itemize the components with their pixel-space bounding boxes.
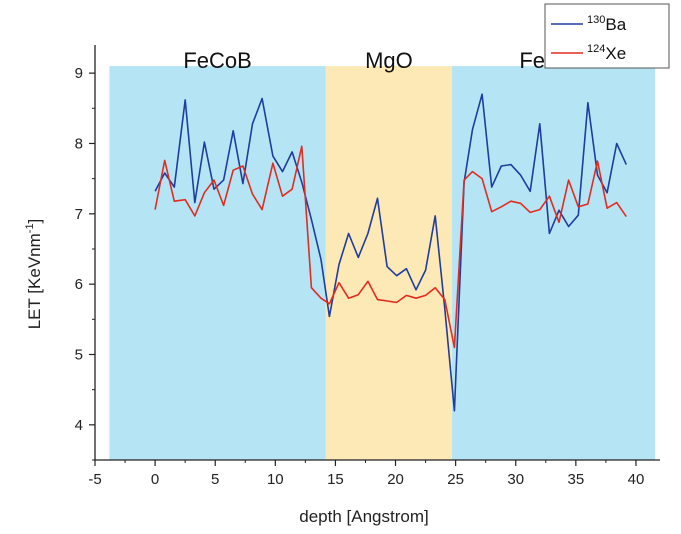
axes	[89, 45, 660, 466]
x-tick-label-0: -5	[88, 471, 101, 488]
legend: 130Ba 124Xe	[544, 3, 670, 69]
region-label-0: FeCoB	[183, 48, 251, 73]
y-tick-label-0: 4	[75, 417, 83, 434]
x-tick-label-4: 15	[327, 471, 344, 488]
legend-ba-main: Ba	[605, 15, 626, 34]
legend-entry-xe: 124Xe	[587, 43, 626, 63]
x-tick-label-3: 10	[267, 471, 284, 488]
y-tick-label-3: 7	[75, 206, 83, 223]
y-axis-title: LET [KeVnm-1]	[24, 219, 44, 330]
region-labels: FeCoBMgOFeCoB	[183, 48, 587, 73]
x-axis-title: depth [Angstrom]	[299, 507, 428, 526]
legend-xe-main: Xe	[605, 44, 626, 63]
region-bands	[109, 66, 656, 461]
x-tick-label-6: 25	[447, 471, 464, 488]
series-line-1	[154, 145, 627, 349]
y-axis-title-main: LET [KeVnm	[25, 233, 44, 329]
legend-entry-ba: 130Ba	[587, 14, 627, 34]
x-tick-label-7: 30	[507, 471, 524, 488]
series-line-0	[154, 93, 628, 412]
x-tick-label-9: 40	[628, 471, 645, 488]
y-tick-label-1: 5	[75, 346, 83, 363]
legend-ba-sup: 130	[587, 14, 605, 26]
legend-box	[544, 3, 670, 69]
y-axis-title-sup: -1	[24, 223, 36, 233]
legend-xe-sup: 124	[587, 43, 605, 55]
series-lines	[154, 93, 628, 412]
y-tick-label-4: 8	[75, 135, 83, 152]
x-tick-label-5: 20	[387, 471, 404, 488]
y-axis-title-tail: ]	[25, 219, 44, 224]
y-tick-label-5: 9	[75, 65, 83, 82]
x-tick-label-2: 5	[211, 471, 219, 488]
x-tick-label-1: 0	[151, 471, 159, 488]
region-band-1	[325, 66, 453, 461]
region-label-1: MgO	[365, 48, 413, 73]
region-band-2	[452, 66, 656, 461]
region-band-0	[109, 66, 326, 461]
y-tick-label-2: 6	[75, 276, 83, 293]
x-tick-label-8: 35	[568, 471, 585, 488]
